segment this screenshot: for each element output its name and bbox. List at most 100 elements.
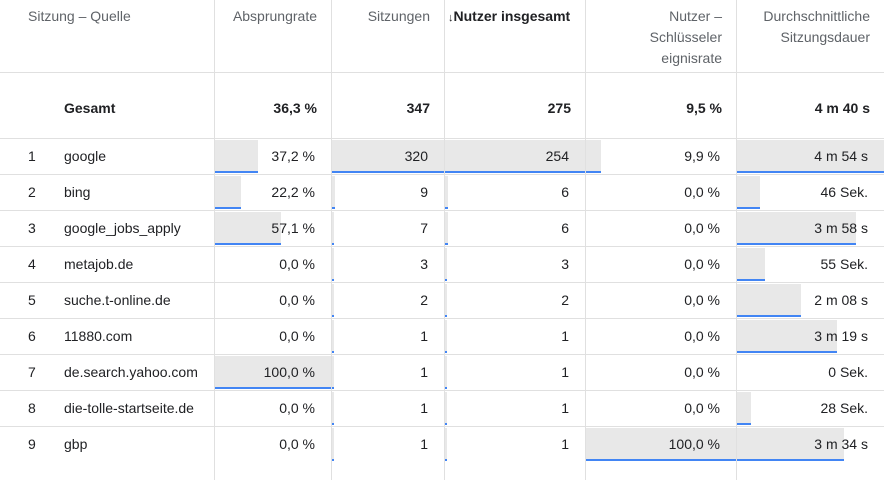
total-cell: 275 xyxy=(547,100,571,116)
cell: 254 xyxy=(545,148,569,164)
cell: 1 xyxy=(561,364,569,380)
cell: 1 xyxy=(420,436,428,452)
cell-bar xyxy=(445,428,447,461)
source: die-tolle-startseite.de xyxy=(64,400,194,416)
cell: 1 xyxy=(561,436,569,452)
source: 11880.com xyxy=(64,328,133,344)
total-cell: 347 xyxy=(406,100,430,116)
source: de.search.yahoo.com xyxy=(64,364,198,380)
source: google xyxy=(64,148,107,164)
source: gbp xyxy=(64,436,88,452)
rank: 2 xyxy=(28,184,36,200)
total-cell: 9,5 % xyxy=(686,100,722,116)
cell: 3 m 34 s xyxy=(814,436,868,452)
cell: 4 m 54 s xyxy=(814,148,868,164)
divider xyxy=(0,354,884,355)
divider xyxy=(0,282,884,283)
cell: 6 xyxy=(561,184,569,200)
cell: 1 xyxy=(420,364,428,380)
cell-bar xyxy=(445,212,449,245)
cell: 7 xyxy=(420,220,428,236)
cell-bar xyxy=(586,140,601,173)
divider xyxy=(331,0,332,480)
cell: 6 xyxy=(561,220,569,236)
divider xyxy=(585,0,586,480)
cell-bar xyxy=(737,392,751,425)
cell: 0 Sek. xyxy=(828,364,868,380)
cell-bar xyxy=(332,428,334,461)
cell: 0,0 % xyxy=(684,400,720,416)
rank: 4 xyxy=(28,256,36,272)
cell: 3 xyxy=(561,256,569,272)
cell-bar xyxy=(586,428,736,461)
rank: 5 xyxy=(28,292,36,308)
cell: 0,0 % xyxy=(279,400,315,416)
cell: 1 xyxy=(420,328,428,344)
cell: 320 xyxy=(404,148,428,164)
cell: 0,0 % xyxy=(279,256,315,272)
cell-bar xyxy=(215,140,259,173)
total-cell: 36,3 % xyxy=(273,100,317,116)
cell: 0,0 % xyxy=(684,364,720,380)
sort-arrow: ↓ xyxy=(448,12,454,24)
source: metajob.de xyxy=(64,256,134,272)
cell: 0,0 % xyxy=(279,436,315,452)
cell: 2 xyxy=(420,292,428,308)
cell: 28 Sek. xyxy=(820,400,868,416)
cell: 55 Sek. xyxy=(820,256,868,272)
header: Nutzer insgesamt xyxy=(453,8,571,24)
cell: 0,0 % xyxy=(279,292,315,308)
cell-bar xyxy=(737,212,856,245)
header: Durchschnittliche Sitzungsdauer xyxy=(763,8,870,45)
cell: 100,0 % xyxy=(668,436,720,452)
cell-bar xyxy=(332,356,334,389)
cell: 100,0 % xyxy=(263,364,315,380)
cell: 0,0 % xyxy=(684,184,720,200)
divider xyxy=(0,174,884,175)
rank: 9 xyxy=(28,436,36,452)
cell-bar xyxy=(737,428,844,461)
cell-bar xyxy=(737,176,760,209)
sort-header[interactable]: ↓Nutzer insgesamt xyxy=(448,6,570,29)
cell-bar xyxy=(332,212,335,245)
cell: 2 xyxy=(561,292,569,308)
cell: 0,0 % xyxy=(279,328,315,344)
divider xyxy=(0,72,884,73)
header: Sitzungen xyxy=(367,8,430,24)
cell: 22,2 % xyxy=(271,184,315,200)
rank: 6 xyxy=(28,328,36,344)
cell: 3 m 58 s xyxy=(814,220,868,236)
cell-bar xyxy=(332,248,334,281)
rank: 1 xyxy=(28,148,36,164)
cell-bar xyxy=(332,176,336,209)
cell-bar xyxy=(445,320,447,353)
rank: 3 xyxy=(28,220,36,236)
cell: 57,1 % xyxy=(271,220,315,236)
divider xyxy=(0,318,884,319)
cell-bar xyxy=(445,392,447,425)
cell: 46 Sek. xyxy=(820,184,868,200)
cell-bar xyxy=(215,356,331,389)
cell: 0,0 % xyxy=(684,292,720,308)
cell: 0,0 % xyxy=(684,220,720,236)
cell-bar xyxy=(445,356,447,389)
cell: 1 xyxy=(420,400,428,416)
cell: 3 xyxy=(420,256,428,272)
header: Absprungrate xyxy=(232,8,317,24)
divider xyxy=(0,246,884,247)
divider xyxy=(214,0,215,480)
cell-bar xyxy=(737,284,801,317)
cell-bar xyxy=(215,212,282,245)
cell: 0,0 % xyxy=(684,328,720,344)
cell-bar xyxy=(737,248,765,281)
divider xyxy=(0,210,884,211)
cell: 3 m 19 s xyxy=(814,328,868,344)
cell-bar xyxy=(332,284,334,317)
cell: 37,2 % xyxy=(271,148,315,164)
cell: 9 xyxy=(420,184,428,200)
cell-bar xyxy=(445,248,447,281)
cell: 2 m 08 s xyxy=(814,292,868,308)
source: google_jobs_apply xyxy=(64,220,181,236)
divider xyxy=(0,390,884,391)
